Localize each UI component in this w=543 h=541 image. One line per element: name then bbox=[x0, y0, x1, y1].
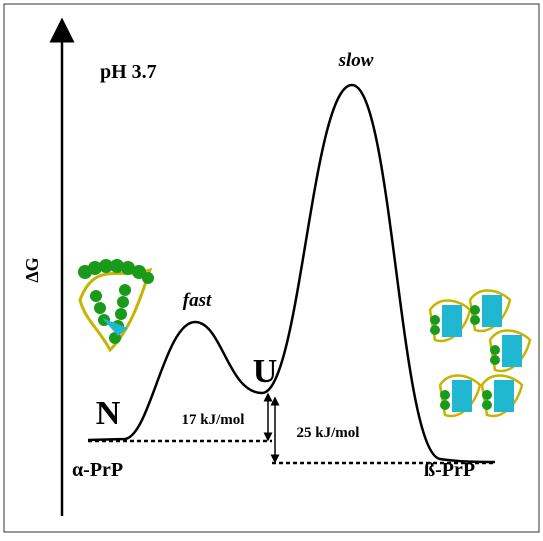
energy-label: 17 kJ/mol bbox=[182, 412, 245, 428]
native-structure bbox=[78, 259, 154, 353]
oligomer-name: ß-PrP bbox=[424, 459, 475, 481]
native-label: N bbox=[96, 395, 121, 432]
native-name: α-PrP bbox=[72, 459, 123, 481]
energy-curve bbox=[87, 83, 496, 464]
fast-label: fast bbox=[183, 290, 212, 311]
axis-label: ΔG bbox=[22, 257, 42, 282]
oligomer-structure bbox=[428, 289, 532, 418]
frame bbox=[3, 3, 540, 533]
energy-label: 25 kJ/mol bbox=[297, 425, 360, 441]
slow-label: slow bbox=[338, 50, 374, 71]
condition: pH 3.7 bbox=[100, 61, 157, 83]
